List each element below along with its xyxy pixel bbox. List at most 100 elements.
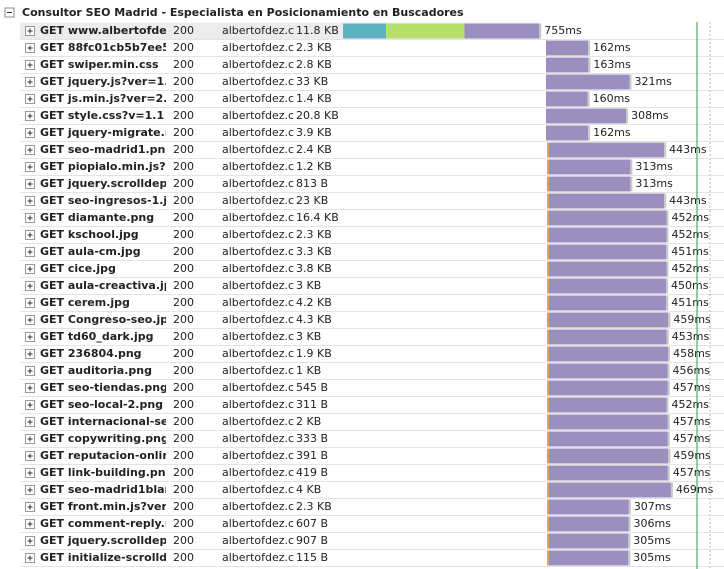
request-url[interactable]: GET copywriting.png xyxy=(40,432,169,445)
size: 2.3 KB xyxy=(296,228,332,241)
request-url[interactable]: GET seo-ingresos-1.jpg xyxy=(40,194,183,207)
status: 200 xyxy=(173,347,194,360)
request-url[interactable]: GET td60_dark.jpg xyxy=(40,330,154,343)
domain: albertofdez.c xyxy=(222,398,294,411)
request-url[interactable]: GET cice.jpg xyxy=(40,262,116,275)
request-url[interactable]: GET auditoria.png xyxy=(40,364,152,377)
timing-bar xyxy=(546,91,588,107)
request-url[interactable]: GET seo-madrid1.png xyxy=(40,143,173,156)
bar-wait xyxy=(547,312,549,328)
size: 3.3 KB xyxy=(296,245,332,258)
request-url[interactable]: GET diamante.png xyxy=(40,211,154,224)
bar-wait xyxy=(547,244,549,260)
bar-wait xyxy=(547,210,549,226)
status: 200 xyxy=(173,466,194,479)
timing-bar xyxy=(343,23,540,39)
bar-tail xyxy=(666,329,669,345)
status: 200 xyxy=(173,279,194,292)
timing-bar xyxy=(546,40,589,56)
request-url[interactable]: GET seo-madrid1blanc xyxy=(40,483,179,496)
bar-wait xyxy=(547,516,549,532)
request-url[interactable]: GET aula-cm.jpg xyxy=(40,245,141,258)
request-url[interactable]: GET js.min.js?ver=2.6. xyxy=(40,92,179,105)
bar-wait xyxy=(547,227,549,243)
status: 200 xyxy=(173,41,194,54)
bar-tail xyxy=(667,465,670,481)
size: 3.9 KB xyxy=(296,126,332,139)
time-label: 306ms xyxy=(634,517,672,530)
status: 200 xyxy=(173,534,194,547)
timing-bar xyxy=(549,482,671,498)
request-url[interactable]: GET piopialo.min.js?ve xyxy=(40,160,180,173)
domain: albertofdez.c xyxy=(222,279,294,292)
time-label: 450ms xyxy=(671,279,709,292)
size: 3 KB xyxy=(296,330,321,343)
request-url[interactable]: GET seo-tiendas.png xyxy=(40,381,168,394)
domain: albertofdez.c xyxy=(222,211,294,224)
bar-wait xyxy=(547,448,549,464)
bar-tail xyxy=(668,346,671,362)
bar-tail xyxy=(628,550,631,566)
timing-bar xyxy=(549,414,668,430)
size: 311 B xyxy=(296,398,328,411)
request-url[interactable]: GET aula-creactiva.jpg xyxy=(40,279,180,292)
timing-bar xyxy=(549,278,666,294)
timing-bar xyxy=(549,312,669,328)
timing-bar xyxy=(549,210,667,226)
status: 200 xyxy=(173,24,194,37)
bar-wait xyxy=(547,363,549,379)
domain: albertofdez.c xyxy=(222,534,294,547)
request-url[interactable]: GET cerem.jpg xyxy=(40,296,130,309)
request-url[interactable]: GET jquery-migrate.mi xyxy=(40,126,180,139)
bar-tail xyxy=(588,57,591,73)
status: 200 xyxy=(173,262,194,275)
request-url[interactable]: GET 88fc01cb5b7ee52( xyxy=(40,41,183,54)
size: 4.2 KB xyxy=(296,296,332,309)
request-url[interactable]: GET Congreso-seo.jpg xyxy=(40,313,176,326)
status: 200 xyxy=(173,58,194,71)
request-url[interactable]: GET 236804.png xyxy=(40,347,142,360)
time-label: 451ms xyxy=(671,296,709,309)
time-label: 451ms xyxy=(671,245,709,258)
request-url[interactable]: GET kschool.jpg xyxy=(40,228,139,241)
bar-wait xyxy=(547,295,549,311)
request-url[interactable]: GET seo-local-2.png xyxy=(40,398,163,411)
bar-wait xyxy=(547,482,549,498)
bar-tail xyxy=(666,397,669,413)
request-url[interactable]: GET comment-reply.mi xyxy=(40,517,180,530)
status: 200 xyxy=(173,415,194,428)
time-label: 162ms xyxy=(593,126,631,139)
time-label: 457ms xyxy=(673,381,711,394)
request-url[interactable]: GET swiper.min.css xyxy=(40,58,159,71)
request-url[interactable]: GET style.css?v=1.1 xyxy=(40,109,164,122)
timing-bar xyxy=(549,431,668,447)
status: 200 xyxy=(173,92,194,105)
timing-bar xyxy=(549,193,665,209)
request-url[interactable]: GET jquery.scrolldepth xyxy=(40,534,180,547)
bar-tail xyxy=(628,533,631,549)
status: 200 xyxy=(173,449,194,462)
request-url[interactable]: GET initialize-scrolldep xyxy=(40,551,183,564)
bar-wait xyxy=(547,499,549,515)
request-url[interactable]: GET front.min.js?ver=: xyxy=(40,500,181,513)
request-url[interactable]: GET www.albertofdez. xyxy=(40,24,177,37)
request-url[interactable]: GET internacional-seo. xyxy=(40,415,180,428)
bar-tail xyxy=(666,244,669,260)
time-label: 457ms xyxy=(673,415,711,428)
request-url[interactable]: GET reputacion-online- xyxy=(40,449,182,462)
request-url[interactable]: GET jquery.scrolldepth xyxy=(40,177,180,190)
bar-tail xyxy=(666,278,668,294)
time-label: 459ms xyxy=(673,313,711,326)
request-url[interactable]: GET link-building.png xyxy=(40,466,173,479)
timing-bar xyxy=(549,516,629,532)
domain: albertofdez.c xyxy=(222,483,294,496)
size: 2 KB xyxy=(296,415,321,428)
page-title: Consultor SEO Madrid - Especialista en P… xyxy=(22,6,464,19)
time-label: 452ms xyxy=(672,211,710,224)
size: 23 KB xyxy=(296,194,328,207)
bar-tail xyxy=(666,295,669,311)
request-url[interactable]: GET jquery.js?ver=1.1 xyxy=(40,75,176,88)
size: 1.9 KB xyxy=(296,347,332,360)
timing-bar xyxy=(549,499,629,515)
timing-bar xyxy=(549,448,669,464)
